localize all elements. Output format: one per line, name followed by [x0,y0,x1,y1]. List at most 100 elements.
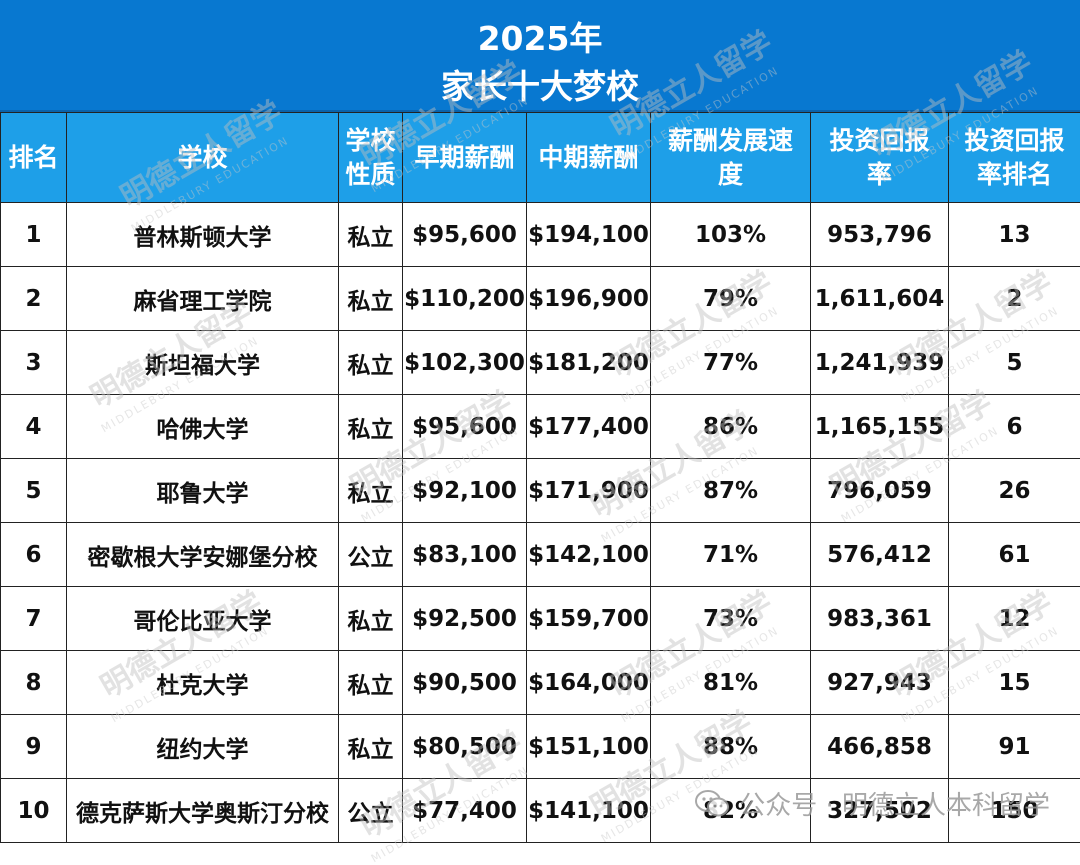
school-cell: 密歇根大学安娜堡分校 [67,523,339,587]
roi-cell: 466,858 [811,715,949,779]
early-salary-cell: $83,100 [403,523,527,587]
header-early-salary: 早期薪酬 [403,113,527,203]
early-salary-cell: $102,300 [403,331,527,395]
rank-cell: 3 [1,331,67,395]
growth-cell: 79% [651,267,811,331]
roi-rank-cell: 6 [949,395,1080,459]
table-header-row: 排名学校学校 性质早期薪酬中期薪酬薪酬发展速 度投资回报 率投资回报 率排名 [1,113,1080,203]
roi-cell: 1,165,155 [811,395,949,459]
header-type: 学校 性质 [339,113,403,203]
growth-cell: 103% [651,203,811,267]
early-salary-cell: $77,400 [403,779,527,843]
type-cell: 私立 [339,459,403,523]
roi-rank-cell: 61 [949,523,1080,587]
mid-salary-cell: $171,900 [527,459,651,523]
early-salary-cell: $95,600 [403,395,527,459]
wechat-icon [695,790,729,818]
growth-cell: 86% [651,395,811,459]
mid-salary-cell: $159,700 [527,587,651,651]
roi-cell: 796,059 [811,459,949,523]
school-cell: 耶鲁大学 [67,459,339,523]
rank-cell: 1 [1,203,67,267]
type-cell: 公立 [339,523,403,587]
early-salary-cell: $92,100 [403,459,527,523]
roi-rank-cell: 26 [949,459,1080,523]
rank-cell: 9 [1,715,67,779]
early-salary-cell: $110,200 [403,267,527,331]
school-cell: 哥伦比亚大学 [67,587,339,651]
growth-cell: 73% [651,587,811,651]
header-roi: 投资回报 率 [811,113,949,203]
mid-salary-cell: $177,400 [527,395,651,459]
growth-cell: 71% [651,523,811,587]
type-cell: 私立 [339,587,403,651]
school-cell: 斯坦福大学 [67,331,339,395]
type-cell: 私立 [339,395,403,459]
early-salary-cell: $90,500 [403,651,527,715]
mid-salary-cell: $164,000 [527,651,651,715]
type-cell: 私立 [339,331,403,395]
roi-rank-cell: 12 [949,587,1080,651]
footer-account: 公众号 · 明德立人本科留学 [695,785,1050,822]
type-cell: 私立 [339,715,403,779]
title-banner: 2025年 家长十大梦校 [0,0,1080,112]
school-cell: 杜克大学 [67,651,339,715]
early-salary-cell: $92,500 [403,587,527,651]
roi-cell: 576,412 [811,523,949,587]
growth-cell: 81% [651,651,811,715]
school-cell: 德克萨斯大学奥斯汀分校 [67,779,339,843]
growth-cell: 87% [651,459,811,523]
mid-salary-cell: $181,200 [527,331,651,395]
rank-cell: 10 [1,779,67,843]
school-cell: 纽约大学 [67,715,339,779]
roi-rank-cell: 15 [949,651,1080,715]
type-cell: 私立 [339,651,403,715]
header-school: 学校 [67,113,339,203]
early-salary-cell: $95,600 [403,203,527,267]
roi-rank-cell: 5 [949,331,1080,395]
roi-rank-cell: 2 [949,267,1080,331]
rank-cell: 7 [1,587,67,651]
mid-salary-cell: $151,100 [527,715,651,779]
type-cell: 私立 [339,203,403,267]
early-salary-cell: $80,500 [403,715,527,779]
school-cell: 麻省理工学院 [67,267,339,331]
roi-cell: 927,943 [811,651,949,715]
roi-cell: 983,361 [811,587,949,651]
mid-salary-cell: $141,100 [527,779,651,843]
mid-salary-cell: $194,100 [527,203,651,267]
mid-salary-cell: $142,100 [527,523,651,587]
ranking-sheet: 2025年 家长十大梦校 排名学校学校 性质早期薪酬中期薪酬薪酬发展速 度投资回… [0,0,1080,844]
title-main: 家长十大梦校 [0,60,1080,108]
header-roi-rank: 投资回报 率排名 [949,113,1080,203]
header-rank: 排名 [1,113,67,203]
header-growth: 薪酬发展速 度 [651,113,811,203]
rank-cell: 4 [1,395,67,459]
footer-text: 公众号 · 明德立人本科留学 [739,785,1050,822]
title-year: 2025年 [0,12,1080,60]
type-cell: 公立 [339,779,403,843]
growth-cell: 88% [651,715,811,779]
roi-rank-cell: 13 [949,203,1080,267]
header-mid-salary: 中期薪酬 [527,113,651,203]
rank-cell: 5 [1,459,67,523]
roi-cell: 1,611,604 [811,267,949,331]
growth-cell: 77% [651,331,811,395]
school-cell: 哈佛大学 [67,395,339,459]
roi-cell: 1,241,939 [811,331,949,395]
rank-cell: 2 [1,267,67,331]
rank-cell: 6 [1,523,67,587]
roi-cell: 953,796 [811,203,949,267]
roi-rank-cell: 91 [949,715,1080,779]
mid-salary-cell: $196,900 [527,267,651,331]
rank-cell: 8 [1,651,67,715]
